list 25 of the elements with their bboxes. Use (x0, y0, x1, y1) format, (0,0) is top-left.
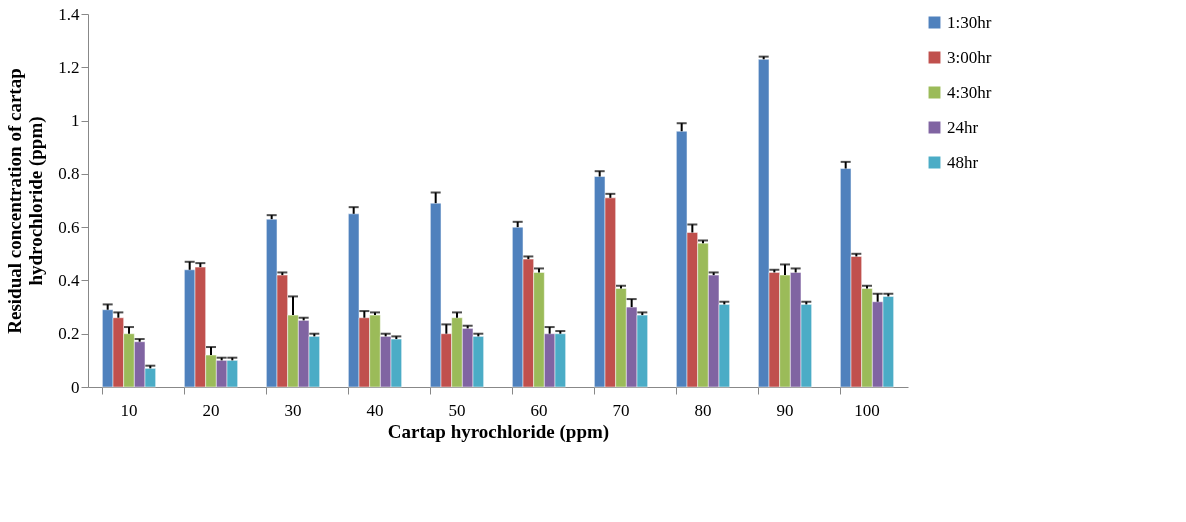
legend-label: 3:00hr (947, 47, 992, 67)
y-tick-label: 1 (71, 111, 80, 131)
x-tick-label: 30 (284, 400, 302, 420)
y-tick-label: 0.4 (58, 270, 80, 290)
x-tick-label: 80 (694, 400, 712, 420)
y-tick-label: 0.2 (58, 324, 80, 344)
x-tick-label: 70 (612, 400, 630, 420)
y-tick-label: 0 (71, 377, 80, 397)
x-tick-label: 90 (776, 400, 794, 420)
legend-label: 4:30hr (947, 82, 992, 102)
y-axis-title: Residual concentration of cartap hydrochloride (ppm) (4, 68, 48, 334)
legend-label: 24hr (947, 117, 979, 137)
x-tick-label: 50 (448, 400, 466, 420)
legend-label: 1:30hr (947, 12, 992, 32)
x-tick-label: 100 (854, 400, 880, 420)
y-tick-label: 0.6 (58, 217, 80, 237)
y-tick-label: 1.2 (58, 57, 80, 77)
x-tick-label: 10 (120, 400, 138, 420)
x-tick-label: 20 (202, 400, 220, 420)
x-tick-label: 40 (366, 400, 384, 420)
y-tick-label: 0.8 (58, 164, 80, 184)
x-axis-title: Cartap hyrochloride (ppm) (387, 420, 610, 443)
legend-label: 48hr (947, 152, 979, 172)
y-tick-label: 1.4 (58, 4, 80, 24)
x-tick-label: 60 (530, 400, 548, 420)
